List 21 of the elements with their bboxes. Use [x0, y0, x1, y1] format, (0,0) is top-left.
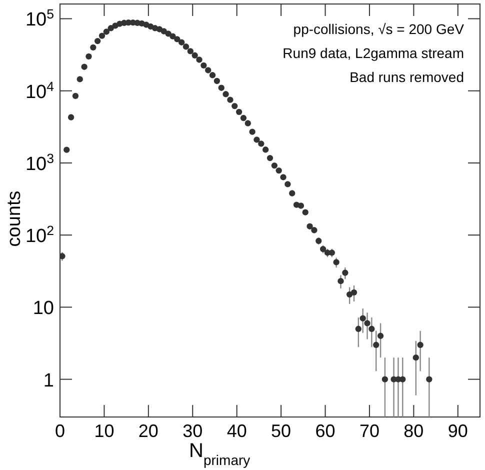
- x-tick-label: 80: [404, 421, 424, 441]
- y-tick-label: 10$^{5}$: [25, 6, 54, 31]
- x-tick-label: 30: [182, 421, 203, 441]
- x-tick-label: 40: [226, 421, 247, 441]
- y-tick-label: 10$^{3}$: [25, 150, 54, 175]
- annotation: pp-collisions, √s = 200 GeV: [293, 21, 465, 37]
- y-tick-label: 10$^{2}$: [25, 222, 54, 248]
- annotation: Bad runs removed: [350, 69, 464, 85]
- y-tick-label: 10$^{4}$: [25, 78, 54, 103]
- x-tick-label: 90: [448, 421, 468, 441]
- y-axis-title: counts: [4, 190, 25, 247]
- x-tick-label: 60: [315, 421, 336, 441]
- x-tick-label: 0: [54, 421, 66, 441]
- annotation: Run9 data, L2gamma stream: [282, 45, 464, 61]
- x-tick-label: 70: [359, 421, 380, 441]
- x-axis-title: N$_{primary}$: [189, 440, 250, 468]
- y-tick-label: 1: [43, 370, 54, 392]
- y-tick-label: 10: [32, 298, 54, 320]
- x-tick-label: 20: [138, 421, 158, 441]
- x-tick-label: 50: [271, 421, 292, 441]
- x-tick-label: 10: [94, 421, 114, 441]
